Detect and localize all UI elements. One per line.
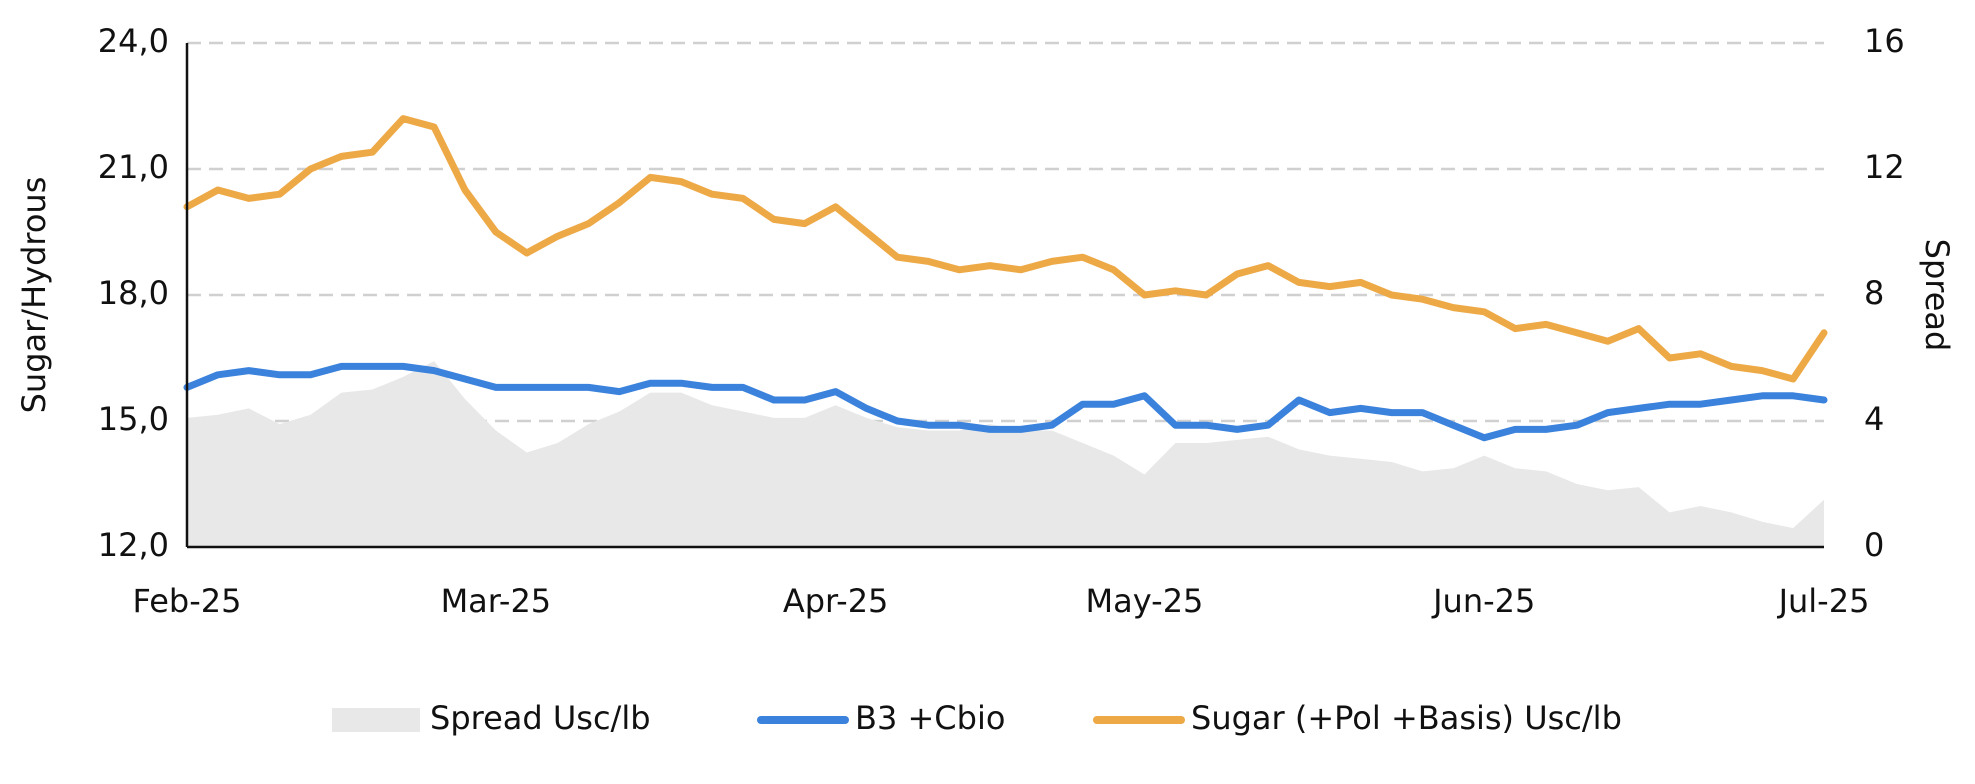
x-tick-label: Jun-25 (1431, 582, 1535, 620)
y-tick-label: 21,0 (98, 148, 169, 186)
y2-tick-label: 16 (1864, 22, 1905, 60)
line (183, 362, 1828, 442)
y-tick-label: 24,0 (98, 22, 169, 60)
legend-label: B3 +Cbio (855, 699, 1005, 737)
x-tick-label: Mar-25 (441, 582, 552, 620)
x-tick-label: Feb-25 (133, 582, 242, 620)
y-axis-title: Sugar/Hydrous (15, 177, 53, 414)
x-tick-label: Apr-25 (783, 582, 889, 620)
y2-tick-label: 8 (1864, 274, 1884, 312)
y-tick-label: 12,0 (98, 526, 169, 564)
y2-axis-title: Spread (1918, 239, 1956, 352)
y-tick-label: 18,0 (98, 274, 169, 312)
area (187, 361, 1824, 547)
legend-swatch (332, 708, 420, 732)
legend-label: Sugar (+Pol +Basis) Usc/lb (1191, 699, 1622, 737)
y2-tick-label: 12 (1864, 148, 1905, 186)
x-tick-label: Jul-25 (1777, 582, 1870, 620)
y2-tick-label: 4 (1864, 400, 1884, 438)
x-tick-label: May-25 (1086, 582, 1204, 620)
line (183, 115, 1828, 383)
y-tick-label: 15,0 (98, 400, 169, 438)
legend-label: Spread Usc/lb (430, 699, 651, 737)
y2-tick-label: 0 (1864, 526, 1884, 564)
